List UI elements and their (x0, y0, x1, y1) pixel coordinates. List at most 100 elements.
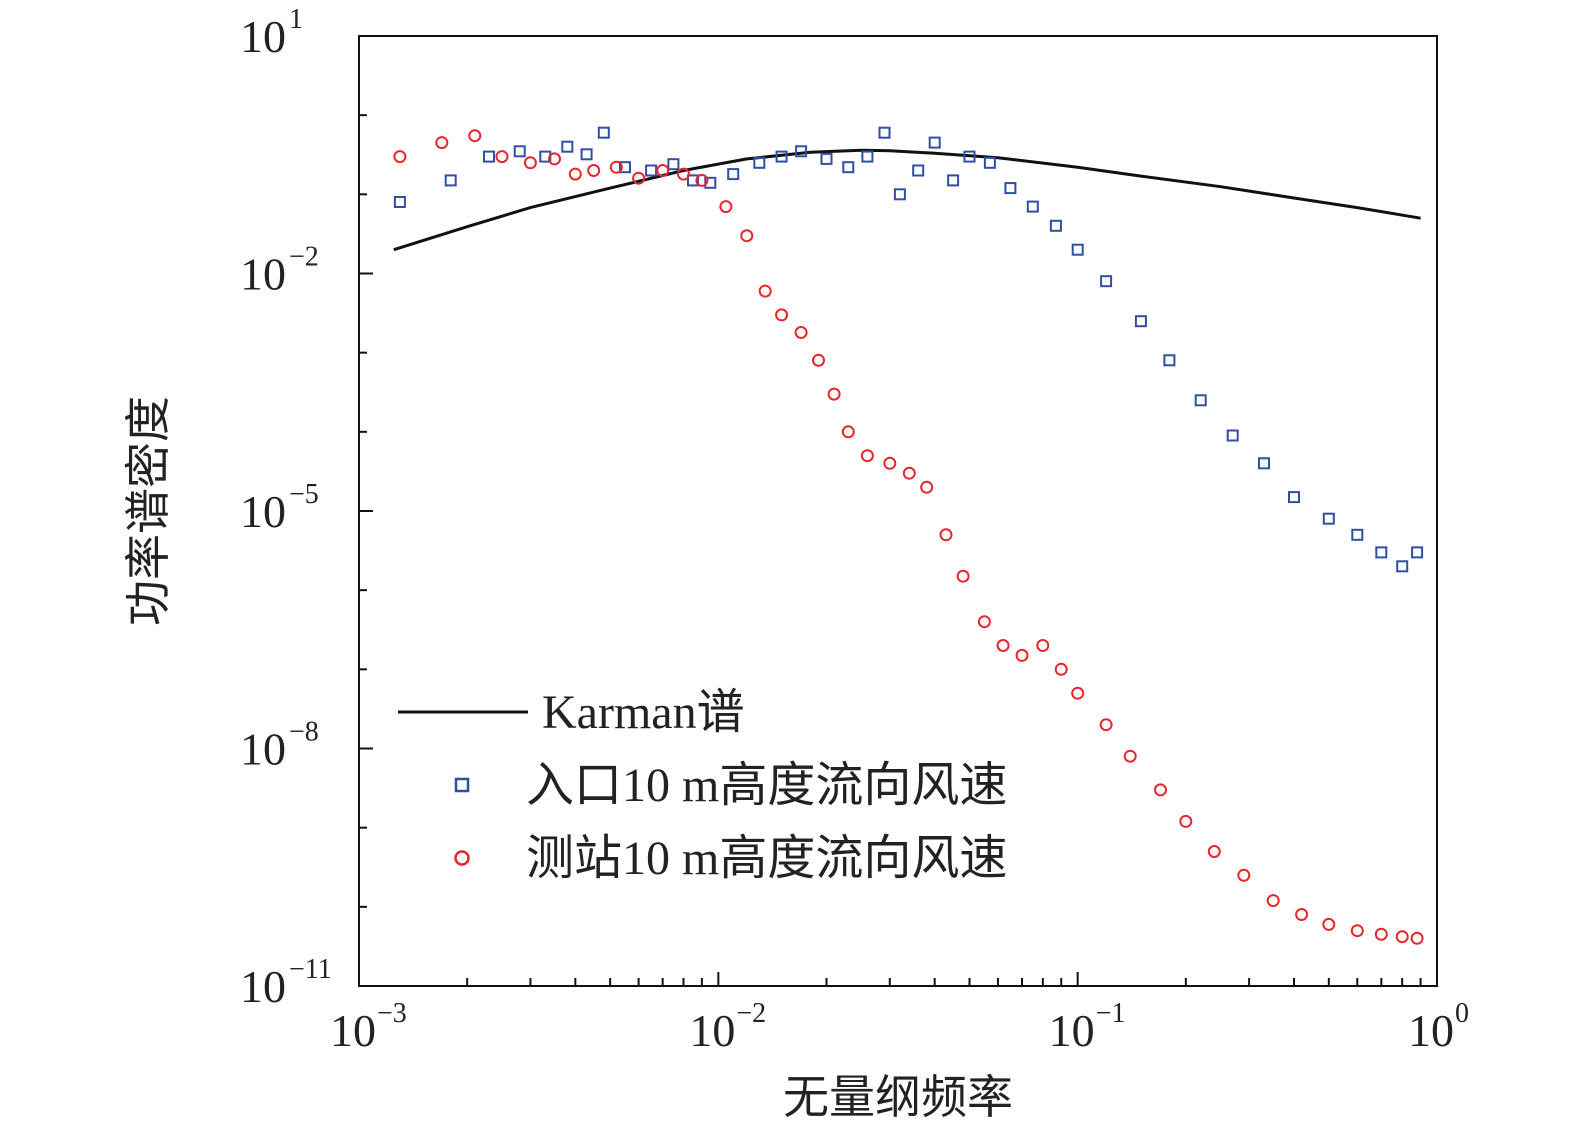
station-data-point (977, 615, 991, 629)
station-data-point (1036, 639, 1050, 652)
station-data-point (656, 164, 670, 177)
station-data-point (1123, 749, 1137, 763)
y-tick-exponent: −5 (289, 479, 319, 510)
inlet-data-point (667, 158, 680, 171)
inlet-data-point (687, 174, 699, 187)
station-data-point (719, 200, 733, 214)
y-tick-label: 10 (240, 724, 286, 775)
inlet-data-point (1134, 315, 1147, 328)
station-data-point (1395, 930, 1409, 944)
legend-inlet-label: 入口10 m高度流向风速 (526, 759, 1007, 812)
inlet-data-point (619, 161, 631, 174)
y-tick-exponent: −2 (289, 242, 319, 273)
inlet-data-point (1396, 560, 1409, 573)
inlet-data-point (893, 188, 906, 201)
station-data-point (1099, 718, 1113, 732)
inlet-data-point (1351, 528, 1364, 541)
inlet-data-point (1026, 200, 1039, 213)
station-data-point (812, 353, 825, 367)
inlet-data-point (1163, 354, 1176, 367)
station-data-point (1350, 924, 1364, 938)
station-data-point (939, 528, 953, 542)
station-data-point (393, 150, 407, 164)
inlet-data-point (963, 150, 976, 163)
inlet-data-point (704, 176, 717, 189)
station-data-point (523, 156, 537, 170)
station-data-point (548, 152, 561, 166)
x-tick-exponent: 0 (1455, 998, 1469, 1029)
inlet-data-point (1288, 491, 1300, 504)
station-data-point (609, 160, 623, 174)
station-data-point (841, 425, 855, 439)
station-data-point (956, 569, 970, 583)
inlet-data-point (1322, 512, 1335, 525)
station-data-point (695, 173, 709, 187)
station-data-point (902, 466, 916, 480)
inlet-data-point (775, 150, 788, 163)
x-tick-exponent: −2 (736, 998, 766, 1029)
legend-inlet-marker (454, 777, 470, 793)
legend-karman-label: Karman谱 (542, 686, 745, 739)
station-data-point (632, 171, 646, 185)
inlet-data-point (947, 174, 960, 187)
inlet-points-layer (393, 126, 1424, 573)
legend: Karman谱 入口10 m高度流向风速 测站10 m高度流向风速 (398, 686, 1007, 885)
x-tick-exponent: −3 (377, 998, 407, 1029)
station-data-point (740, 229, 754, 243)
inlet-data-point (1049, 219, 1062, 232)
y-tick-label: 10 (240, 11, 286, 62)
station-data-point (568, 167, 582, 181)
station-data-point (920, 480, 934, 494)
inlet-data-point (727, 168, 740, 181)
inlet-data-point (795, 145, 808, 158)
station-data-point (827, 387, 841, 401)
inlet-data-point (912, 164, 925, 177)
inlet-data-point (561, 140, 574, 153)
station-data-point (495, 150, 509, 164)
x-tick-label: 10 (330, 1005, 376, 1056)
karman-series-line (393, 148, 1421, 252)
station-points-layer (393, 129, 1424, 945)
y-tick-label: 10 (240, 486, 286, 537)
inlet-data-point (1375, 546, 1388, 559)
x-axis-label: 无量纲频率 (783, 1072, 1013, 1123)
station-data-point (435, 136, 449, 150)
legend-station-label: 测站10 m高度流向风速 (526, 832, 1007, 885)
station-data-point (1054, 662, 1068, 676)
station-data-point (1071, 686, 1085, 700)
inlet-data-point (842, 161, 855, 174)
inlet-data-point (597, 126, 610, 139)
x-tick-exponent: −1 (1096, 998, 1126, 1029)
station-data-point (775, 308, 789, 322)
inlet-data-point (513, 145, 526, 158)
station-data-point (587, 164, 601, 177)
station-data-point (883, 456, 897, 470)
inlet-data-point (393, 196, 406, 208)
station-data-point (1295, 908, 1309, 921)
inlet-data-point (983, 156, 996, 169)
station-data-point (1266, 894, 1280, 908)
station-data-point (468, 129, 482, 143)
inlet-data-point (483, 150, 495, 163)
inlet-data-point (1004, 182, 1017, 195)
x-tick-label: 10 (1408, 1005, 1454, 1056)
y-tick-exponent: −11 (289, 954, 332, 985)
station-data-point (794, 326, 808, 339)
inlet-data-point (1226, 429, 1239, 442)
station-data-point (1015, 648, 1029, 662)
inlet-data-point (1100, 275, 1113, 288)
y-tick-label: 10 (240, 961, 286, 1012)
station-data-point (1374, 927, 1388, 941)
x-axis-ticks: 10 −3 10 −2 10 −1 10 0 (330, 972, 1469, 1056)
x-tick-label: 10 (689, 1005, 735, 1056)
y-tick-exponent: 1 (289, 4, 303, 35)
station-data-point (758, 284, 772, 298)
karman-line-layer (393, 148, 1421, 252)
inlet-data-point (580, 148, 593, 161)
inlet-data-point (753, 156, 766, 169)
inlet-data-point (1258, 457, 1270, 470)
inlet-data-point (820, 152, 833, 165)
inlet-data-point (1411, 546, 1424, 559)
